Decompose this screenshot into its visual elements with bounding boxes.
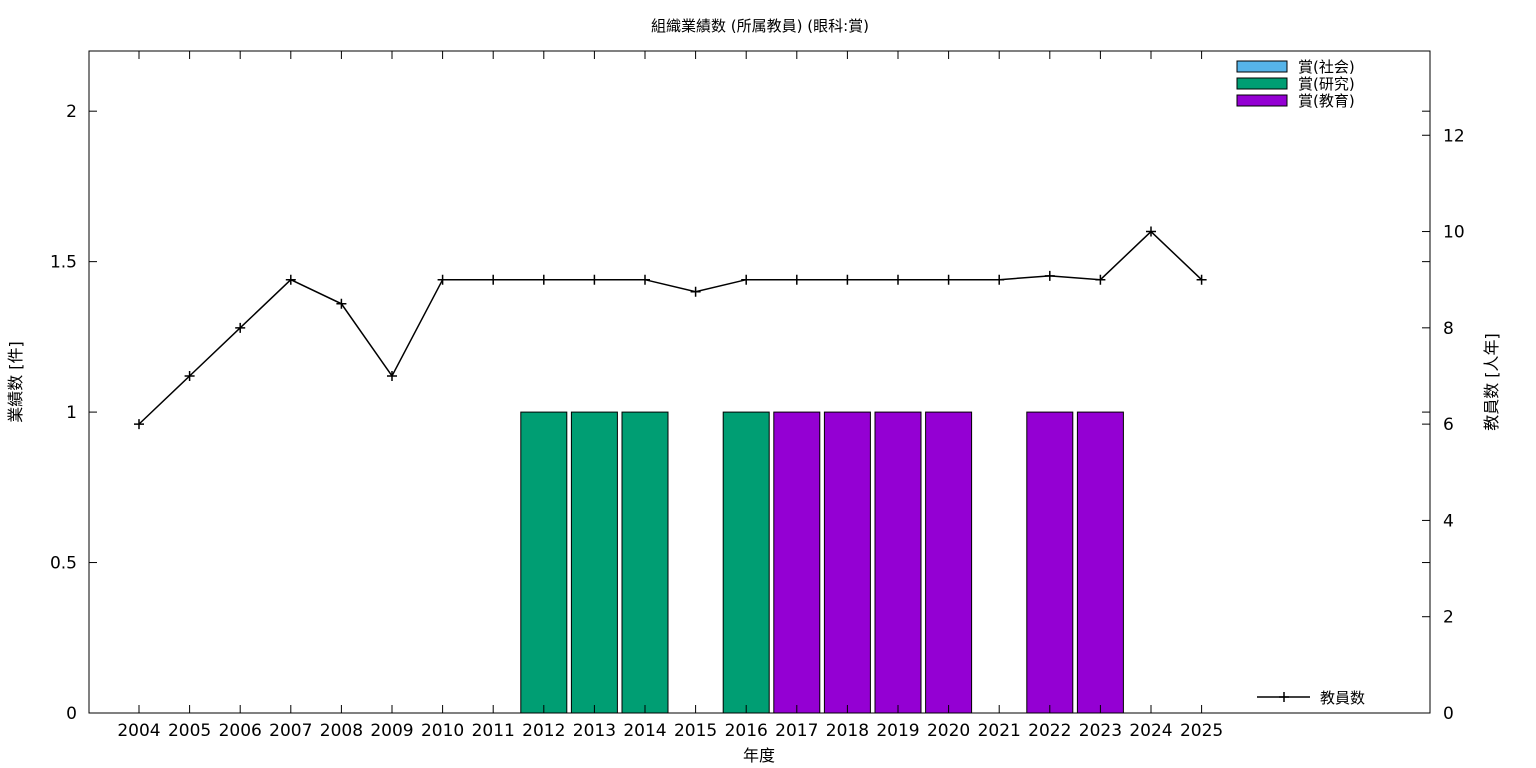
legend-label-education: 賞(教育) — [1298, 92, 1355, 110]
point-2019 — [893, 274, 903, 285]
point-2006 — [235, 322, 246, 333]
tick-label-left-2: 2 — [66, 102, 77, 122]
legend-bottom: 教員数 — [1257, 689, 1365, 707]
point-2020 — [943, 274, 954, 285]
point-2008 — [336, 298, 347, 309]
tick-label-x-2020: 2020 — [927, 721, 970, 741]
tick-label-x-2021: 2021 — [978, 721, 1021, 741]
point-2012 — [538, 274, 549, 285]
bar-2023-s2 — [1076, 411, 1124, 714]
point-2022 — [1044, 270, 1055, 281]
tick-label-left-0.5: 0.5 — [50, 554, 77, 574]
point-2025 — [1196, 274, 1207, 285]
tick-label-right-10: 10 — [1443, 223, 1465, 243]
bar-2013-s1 — [570, 411, 618, 714]
point-2010 — [437, 274, 448, 285]
tick-label-x-2019: 2019 — [876, 721, 919, 741]
bar-2019-s2 — [874, 411, 922, 714]
tick-label-x-2011: 2011 — [472, 721, 515, 741]
legend-swatch-education — [1236, 94, 1288, 107]
tick-label-x-2018: 2018 — [826, 721, 869, 741]
x-axis: 2004 2005 2006 2007 2008 2009 2010 2011 2012 2013… — [117, 51, 1223, 741]
tick-label-x-2010: 2010 — [421, 721, 464, 741]
tick-label-x-2004: 2004 — [117, 721, 160, 741]
point-2005 — [184, 370, 195, 381]
point-2013 — [589, 274, 600, 285]
tick-label-x-2017: 2017 — [775, 721, 818, 741]
tick-label-x-2008: 2008 — [320, 721, 363, 741]
bar-2020-s2 — [925, 411, 973, 714]
tick-label-right-6: 6 — [1443, 415, 1454, 435]
bar-2014-s1 — [621, 411, 669, 714]
x-axis-label: 年度 — [743, 746, 775, 765]
bar-2012-s1 — [520, 411, 568, 714]
bar-2018-s2 — [823, 411, 871, 714]
line-faculty-count — [138, 230, 1203, 425]
point-2018 — [842, 274, 853, 285]
tick-label-right-8: 8 — [1443, 319, 1454, 339]
point-2007 — [285, 274, 296, 285]
y-axis-left: 0 0.5 1 1.5 2 — [50, 102, 1430, 724]
point-2009 — [387, 370, 397, 381]
tick-label-right-4: 4 — [1443, 511, 1454, 531]
legend-label-research: 賞(研究) — [1298, 75, 1355, 93]
tick-label-x-2007: 2007 — [269, 721, 312, 741]
y-axis-right: 0 2 4 6 8 10 12 — [1422, 126, 1465, 724]
tick-label-x-2022: 2022 — [1028, 721, 1071, 741]
legend-label-faculty: 教員数 — [1320, 689, 1365, 707]
tick-label-right-2: 2 — [1443, 608, 1454, 628]
tick-label-x-2012: 2012 — [522, 721, 565, 741]
bar-layer — [520, 411, 1124, 714]
tick-label-x-2023: 2023 — [1079, 721, 1122, 741]
bar-2016-s1 — [722, 411, 770, 714]
line-layer — [134, 226, 1207, 430]
tick-label-x-2009: 2009 — [370, 721, 413, 741]
tick-label-x-2014: 2014 — [623, 721, 666, 741]
tick-label-left-0: 0 — [66, 704, 77, 724]
point-2021 — [994, 274, 1005, 285]
tick-label-left-1: 1 — [66, 403, 77, 423]
tick-label-x-2016: 2016 — [725, 721, 768, 741]
tick-label-x-2015: 2015 — [674, 721, 717, 741]
tick-label-x-2024: 2024 — [1129, 721, 1172, 741]
legend-label-social: 賞(社会) — [1298, 58, 1355, 76]
tick-label-right-0: 0 — [1443, 704, 1454, 724]
point-2011 — [488, 274, 499, 285]
y-axis-left-label: 業績数 [件] — [6, 341, 25, 423]
tick-label-right-12: 12 — [1443, 126, 1465, 146]
point-2023 — [1095, 274, 1106, 285]
point-2017 — [791, 274, 802, 285]
point-2015 — [690, 286, 701, 297]
chart-title: 組織業績数 (所属教員) (眼科:賞) — [651, 17, 869, 35]
point-2024 — [1146, 226, 1156, 237]
tick-label-x-2025: 2025 — [1180, 721, 1223, 741]
tick-label-x-2006: 2006 — [219, 721, 262, 741]
point-2016 — [741, 274, 752, 285]
y-axis-right-label: 教員数 [人年] — [1482, 333, 1501, 431]
bar-2017-s2 — [773, 411, 821, 714]
point-2004 — [134, 419, 144, 430]
point-2014 — [640, 274, 650, 285]
legend-top: 賞(社会) 賞(研究) 賞(教育) — [1236, 58, 1355, 110]
bar-2022-s2 — [1026, 411, 1074, 714]
legend-swatch-research — [1236, 77, 1288, 90]
tick-label-left-1.5: 1.5 — [50, 253, 77, 273]
tick-label-x-2005: 2005 — [168, 721, 211, 741]
tick-label-x-2013: 2013 — [573, 721, 616, 741]
legend-swatch-social — [1236, 60, 1288, 73]
